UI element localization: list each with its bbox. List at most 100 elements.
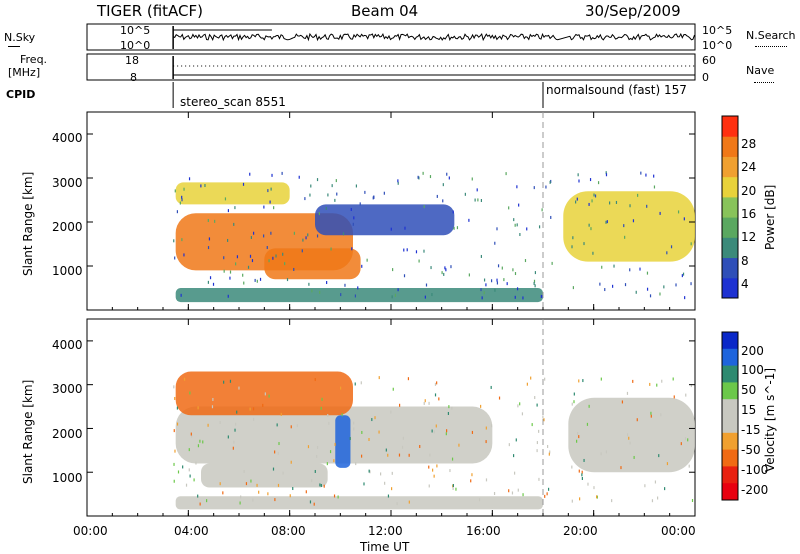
power-colorbar-segment [722,217,738,238]
heatmap-speckle [197,494,199,498]
heatmap-speckle [654,480,657,484]
heatmap-speckle [209,276,212,280]
heatmap-speckle [270,231,272,235]
heatmap-speckle [374,416,376,420]
heatmap-speckle [229,276,231,280]
heatmap-speckle [453,226,455,230]
heatmap-speckle [259,277,262,281]
heatmap-speckle [326,281,328,285]
heatmap-speckle [263,205,265,209]
heatmap-speckle [577,173,579,177]
heatmap-speckle [646,271,649,275]
heatmap-speckle [326,462,328,466]
heatmap-speckle [653,185,656,189]
heatmap-speckle [501,266,503,270]
velocity-colorbar-segment [722,348,738,367]
heatmap-speckle [577,431,579,435]
heatmap-speckle [223,256,225,260]
heatmap-speckle [276,423,278,427]
heatmap-speckle [522,493,524,497]
heatmap-speckle [688,464,690,468]
heatmap-speckle [672,377,674,381]
heatmap-speckle [277,451,279,455]
xtick-2: 08:00 [271,524,306,538]
heatmap-speckle [199,502,201,506]
heatmap-speckle [517,404,519,408]
nave-tick-bottom: 0 [702,71,709,84]
heatmap-speckle [546,444,549,448]
heatmap-speckle [251,259,254,263]
heatmap-speckle [417,175,419,179]
heatmap-speckle [547,487,550,491]
heatmap-speckle [277,483,280,487]
heatmap-speckle [173,429,175,433]
vel-cbar-tick-m15: -15 [741,423,761,437]
heatmap-speckle [363,482,365,486]
freq-tick-bottom: 8 [130,71,137,84]
heatmap-speckle [368,438,370,442]
heatmap-speckle [515,438,517,442]
heatmap-speckle [183,187,185,191]
heatmap-speckle [432,468,434,472]
vel-cbar-tick-m50: -50 [741,443,761,457]
heatmap-speckle [227,238,229,242]
vel-cbar-tick-15: 15 [741,403,757,417]
heatmap-speckle [442,199,444,203]
heatmap-speckle [202,440,204,444]
nsearch-label: N.Search [746,29,796,42]
heatmap-speckle [481,296,483,300]
heatmap-speckle [188,448,190,452]
heatmap-speckle [371,418,373,422]
heatmap-speckle [212,282,215,286]
heatmap-speckle [433,474,435,478]
heatmap-speckle [606,220,608,224]
heatmap-speckle [629,204,631,208]
heatmap-speckle [238,386,240,390]
heatmap-speckle [428,401,430,405]
heatmap-speckle [626,433,629,437]
heatmap-speckle [464,192,466,196]
heatmap-speckle [398,453,401,457]
heatmap-speckle [436,381,438,385]
heatmap-speckle [576,439,578,443]
heatmap-speckle [581,473,583,477]
heatmap-speckle [485,426,487,430]
heatmap-speckle [204,184,206,188]
heatmap-speckle [292,487,294,491]
heatmap-speckle [660,413,662,417]
heatmap-speckle [328,421,330,425]
xtick-4: 16:00 [466,524,501,538]
heatmap-speckle [445,268,447,272]
heatmap-speckle [550,215,552,219]
heatmap-speckle [195,461,197,465]
heatmap-speckle [354,294,357,298]
heatmap-speckle [644,484,646,488]
heatmap-speckle [485,440,487,444]
heatmap-speckle [304,197,306,201]
heatmap-speckle [278,442,280,446]
heatmap-speckle [423,249,425,253]
heatmap-speckle [173,479,175,483]
heatmap-speckle [551,261,553,265]
heatmap-speckle [514,295,516,299]
power-colorbar-segment [722,257,738,279]
heatmap-speckle [543,418,545,422]
heatmap-speckle [385,448,387,452]
heatmap-speckle [684,296,686,300]
heatmap-speckle [442,183,444,187]
heatmap-speckle [214,219,216,223]
heatmap-speckle [399,403,401,407]
heatmap-speckle [578,179,580,183]
heatmap-speckle [173,462,175,466]
heatmap-speckle [271,173,273,177]
power-cbar-tick-24: 24 [741,160,757,174]
power-colorbar-segment [722,277,738,299]
heatmap-speckle [505,172,507,176]
freq-tick-top: 18 [125,54,139,67]
heatmap-speckle [256,279,258,283]
heatmap-speckle [624,283,627,287]
heatmap-speckle [452,487,454,491]
heatmap-speckle [180,293,182,297]
heatmap-speckle [458,443,460,447]
